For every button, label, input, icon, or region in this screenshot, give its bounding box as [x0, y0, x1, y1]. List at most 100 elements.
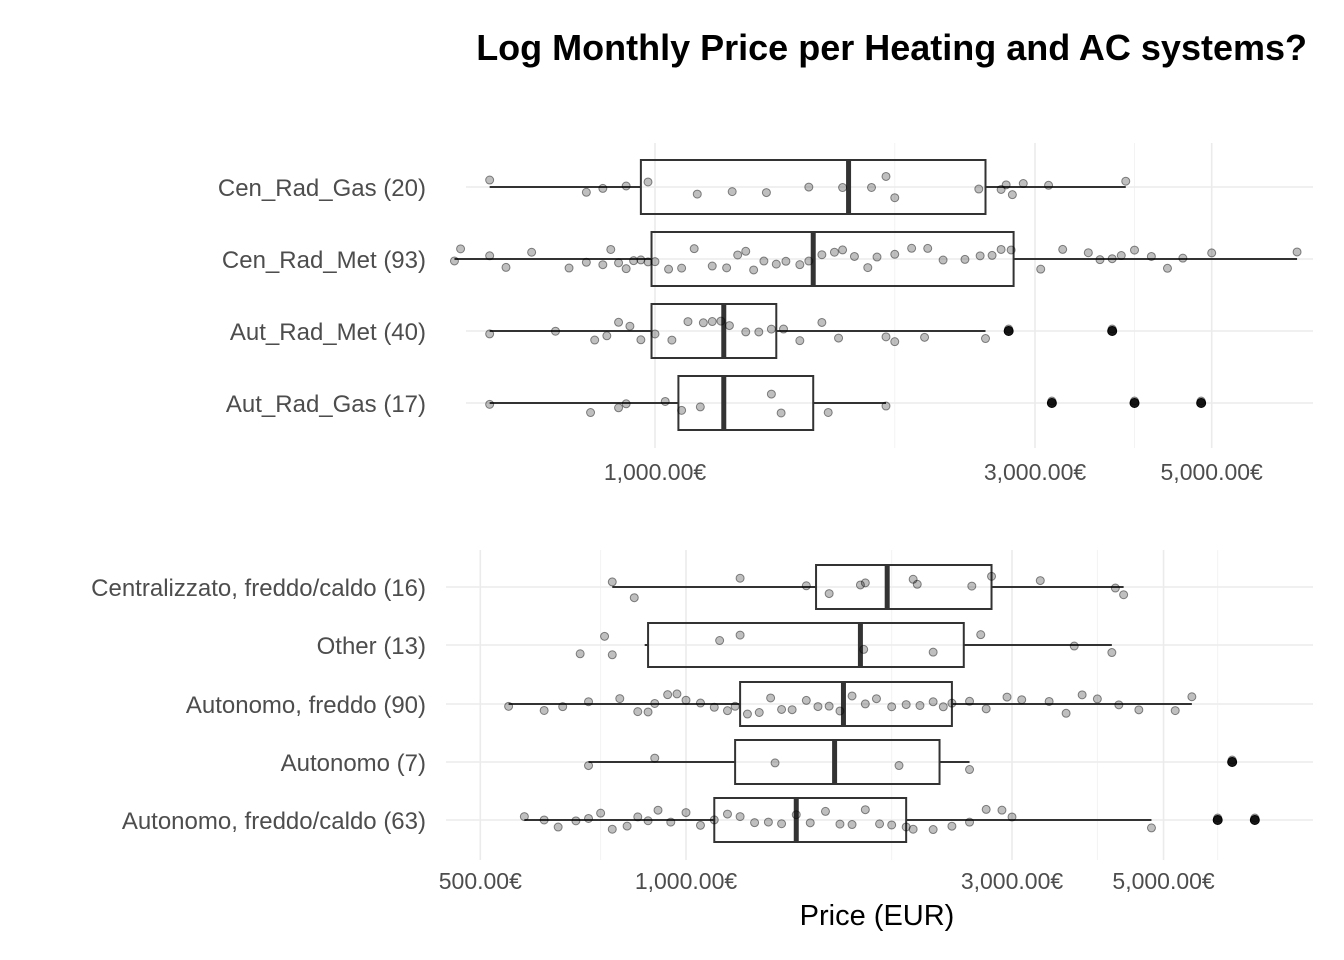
jitter-point	[602, 331, 612, 341]
jitter-point	[1004, 324, 1014, 334]
jitter-point	[1227, 755, 1237, 765]
jitter-point	[817, 317, 827, 327]
jitter-point	[1069, 641, 1079, 651]
jitter-point	[571, 816, 581, 826]
jitter-point	[1170, 706, 1180, 716]
jitter-point	[759, 256, 769, 266]
jitter-point	[754, 327, 764, 337]
boxplot-group	[584, 739, 1238, 785]
outlier-point	[1227, 757, 1238, 767]
iqr-box	[815, 564, 993, 610]
jitter-point	[653, 805, 663, 815]
jitter-point	[1058, 244, 1068, 254]
x-tick-label: 5,000.00€	[1112, 868, 1215, 894]
jitter-point	[777, 819, 787, 829]
jitter-point	[636, 335, 646, 345]
jitter-point	[1146, 251, 1156, 261]
jitter-point	[1121, 176, 1131, 186]
jitter-point	[824, 701, 834, 711]
jitter-point	[766, 389, 776, 399]
jitter-point	[614, 403, 624, 413]
jitter-point	[607, 577, 617, 587]
jitter-point	[485, 399, 495, 409]
jitter-point	[650, 329, 660, 339]
x-tick-label: 5,000.00€	[1161, 459, 1264, 485]
jitter-point	[1250, 813, 1260, 823]
jitter-point	[501, 262, 511, 272]
jitter-point	[1018, 178, 1028, 188]
x-tick-label: 3,000.00€	[961, 868, 1064, 894]
jitter-point	[519, 812, 529, 822]
jitter-point	[539, 705, 549, 715]
jitter-point	[666, 817, 676, 827]
jitter-point	[600, 631, 610, 641]
jitter-point	[681, 808, 691, 818]
jitter-point	[581, 187, 591, 197]
x-axis-title: Price (EUR)	[800, 900, 955, 932]
jitter-point	[938, 255, 948, 265]
jitter-point	[1036, 264, 1046, 274]
jitter-point	[1095, 255, 1105, 265]
jitter-point	[621, 264, 631, 274]
jitter-point	[715, 636, 725, 646]
boxplot-group	[485, 159, 1131, 215]
y-category-label: Cen_Rad_Gas (20)	[218, 175, 426, 202]
iqr-box	[639, 159, 987, 215]
jitter-point	[976, 630, 986, 640]
jitter-point	[1035, 576, 1045, 586]
jitter-point	[766, 693, 776, 703]
jitter-point	[805, 818, 815, 828]
jitter-point	[621, 399, 631, 409]
jitter-point	[735, 630, 745, 640]
jitter-point	[1207, 248, 1217, 258]
jitter-point	[629, 256, 639, 266]
jitter-point	[1017, 695, 1027, 705]
jitter-point	[607, 824, 617, 834]
jitter-point	[881, 171, 891, 181]
chart-title: Log Monthly Price per Heating and AC sys…	[476, 27, 1307, 68]
iqr-box	[739, 681, 953, 727]
jitter-point	[823, 407, 833, 417]
jitter-point	[1083, 248, 1093, 258]
boxplot-group	[519, 797, 1260, 843]
jitter-point	[804, 182, 814, 192]
outlier-point	[1196, 398, 1207, 408]
jitter-point	[733, 250, 743, 260]
jitter-point	[987, 250, 997, 260]
jitter-point	[485, 175, 495, 185]
outlier-point	[1107, 326, 1118, 336]
jitter-point	[770, 758, 780, 768]
outlier-point	[1046, 398, 1057, 408]
jitter-point	[664, 264, 674, 274]
jitter-point	[1002, 692, 1012, 702]
iqr-box	[647, 622, 965, 668]
jitter-point	[779, 324, 789, 334]
jitter-point	[829, 247, 839, 257]
iqr-box	[677, 375, 815, 431]
y-category-label: Centralizzato, freddo/caldo (16)	[91, 575, 426, 602]
jitter-point	[750, 818, 760, 828]
jitter-point	[776, 408, 786, 418]
jitter-point	[1001, 180, 1011, 190]
jitter-point	[598, 260, 608, 270]
jitter-point	[923, 243, 933, 253]
outlier-point	[1249, 815, 1260, 825]
jitter-point	[890, 193, 900, 203]
jitter-point	[847, 691, 857, 701]
jitter-point	[974, 184, 984, 194]
jitter-point	[860, 578, 870, 588]
jitter-point	[890, 249, 900, 259]
iqr-box	[713, 797, 908, 843]
jitter-point	[859, 644, 869, 654]
jitter-point	[1116, 251, 1126, 261]
jitter-point	[1107, 254, 1117, 264]
jitter-point	[650, 257, 660, 267]
jitter-point	[791, 810, 801, 820]
x-tick-label: 1,000.00€	[635, 868, 738, 894]
jitter-point	[938, 702, 948, 712]
jitter-point	[901, 700, 911, 710]
boxplot-group	[504, 681, 1197, 727]
jitter-point	[584, 697, 594, 707]
jitter-point	[835, 706, 845, 716]
jitter-point	[1134, 705, 1144, 715]
